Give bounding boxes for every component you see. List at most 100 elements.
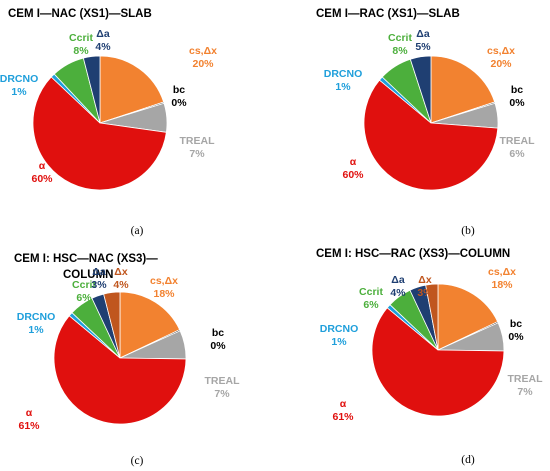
slice-label-DRCNO: DRCNO 1% xyxy=(17,311,56,336)
slice-name: Ccrit xyxy=(388,32,412,44)
slice-name: cs,Δx xyxy=(488,266,516,278)
slice-name: Δa xyxy=(416,28,430,40)
slice-name: cs,Δx xyxy=(189,45,217,57)
slice-name: DRCNO xyxy=(324,68,363,80)
slice-label-TREAL: TREAL 7% xyxy=(180,135,216,160)
slice-percent: 7% xyxy=(189,148,205,160)
slice-percent: 7% xyxy=(517,386,533,398)
slice-label-cs_dx: cs,Δx 18% xyxy=(488,266,516,291)
slice-name: Δx xyxy=(114,266,128,278)
pie-slice-delta_x xyxy=(103,291,121,359)
slice-label-bc: bc 0% xyxy=(509,84,525,109)
slice-label-bc: bc 0% xyxy=(210,327,226,352)
slice-percent: 3% xyxy=(91,279,107,291)
pie-slice-cs_dx xyxy=(119,291,181,359)
slice-percent: 6% xyxy=(509,148,525,160)
slice-name: bc xyxy=(173,84,185,96)
slice-percent: 4% xyxy=(113,279,129,291)
slice-name: Δa xyxy=(391,274,405,286)
slice-name: α xyxy=(26,407,33,419)
slice-label-Ccrit: Ccrit 8% xyxy=(69,32,93,57)
slice-name: α xyxy=(350,156,357,168)
slice-name: Δa xyxy=(96,28,110,40)
slice-percent: 18% xyxy=(491,279,513,291)
slice-label-Ccrit: Ccrit 6% xyxy=(72,279,96,304)
slice-percent: 4% xyxy=(95,41,111,53)
pie-slice-alpha xyxy=(32,76,167,191)
panel-caption: (a) xyxy=(131,225,144,237)
slice-percent: 0% xyxy=(210,340,226,352)
slice-name: DRCNO xyxy=(0,73,38,85)
slice-percent: 3% xyxy=(417,287,433,299)
pie-slice-alpha xyxy=(371,307,505,417)
slice-name: α xyxy=(39,160,46,172)
slice-label-delta_a: Δa 5% xyxy=(415,28,431,53)
pie-slice-delta_a xyxy=(82,55,101,124)
slice-label-delta_a: Δa 3% xyxy=(91,266,107,291)
slice-label-delta_a: Δa 4% xyxy=(95,28,111,53)
slice-label-TREAL: TREAL 6% xyxy=(500,135,536,160)
slice-label-bc: bc 0% xyxy=(508,318,524,343)
pie-slice-alpha xyxy=(53,315,187,425)
slice-percent: 0% xyxy=(171,97,187,109)
slice-label-DRCNO: DRCNO 1% xyxy=(324,68,363,93)
chart-title-line2: COLUMN xyxy=(63,269,113,281)
slice-label-alpha: α 61% xyxy=(332,398,354,423)
chart-title: CEM I—NAC (XS1)—SLAB xyxy=(8,8,152,20)
slice-name: TREAL xyxy=(180,135,216,147)
slice-name: DRCNO xyxy=(17,311,56,323)
chart-title: CEM I: HSC—RAC (XS3)—COLUMN xyxy=(316,248,510,260)
slice-label-alpha: α 60% xyxy=(342,156,364,181)
slice-label-delta_x: Δx 3% xyxy=(417,274,433,299)
slice-name: Ccrit xyxy=(359,286,383,298)
slice-percent: 61% xyxy=(332,411,354,423)
slice-label-Ccrit: Ccrit 6% xyxy=(359,286,383,311)
pie-slice-cs_dx xyxy=(99,55,165,124)
slice-name: Ccrit xyxy=(69,32,93,44)
slice-name: Δx xyxy=(418,274,432,286)
pie-slice-alpha xyxy=(363,79,499,191)
pie-panel-b: CEM I—RAC (XS1)—SLAB cs,Δx 20% bc 0% TREAL 6% α… xyxy=(316,8,535,237)
slice-name: bc xyxy=(212,327,224,339)
slice-percent: 20% xyxy=(192,58,214,70)
slice-percent: 20% xyxy=(490,58,512,70)
chart-title: CEM I: HSC—NAC (XS3)— xyxy=(14,253,158,265)
slice-label-TREAL: TREAL 7% xyxy=(508,373,544,398)
slice-label-bc: bc 0% xyxy=(171,84,187,109)
pie-slice-delta_a xyxy=(409,55,432,124)
slice-label-cs_dx: cs,Δx 20% xyxy=(189,45,217,70)
pie-panel-d: CEM I: HSC—RAC (XS3)—COLUMN cs,Δx 18% bc 0% T… xyxy=(316,248,543,466)
slice-percent: 1% xyxy=(28,324,44,336)
slice-percent: 60% xyxy=(342,169,364,181)
slice-name: TREAL xyxy=(205,375,241,387)
pie-slice-cs_dx xyxy=(437,283,499,351)
slice-name: TREAL xyxy=(500,135,536,147)
slice-name: DRCNO xyxy=(320,323,359,335)
slice-label-delta_a: Δa 4% xyxy=(390,274,406,299)
slice-label-TREAL: TREAL 7% xyxy=(205,375,241,400)
slice-label-DRCNO: DRCNO 1% xyxy=(0,73,38,98)
slice-label-cs_dx: cs,Δx 18% xyxy=(150,275,178,300)
slice-name: Δa xyxy=(92,266,106,278)
slice-name: α xyxy=(340,398,347,410)
chart-title: CEM I—RAC (XS1)—SLAB xyxy=(316,8,460,20)
slice-name: cs,Δx xyxy=(487,45,515,57)
pie-panel-c: CEM I: HSC—NAC (XS3)— COLUMN cs,Δx 18% bc 0% T… xyxy=(14,253,240,467)
slice-name: Ccrit xyxy=(72,279,96,291)
slice-percent: 1% xyxy=(331,336,347,348)
slice-percent: 6% xyxy=(363,299,379,311)
panel-caption: (b) xyxy=(461,225,475,237)
slice-percent: 1% xyxy=(11,86,27,98)
slice-percent: 4% xyxy=(390,287,406,299)
slice-label-alpha: α 61% xyxy=(18,407,40,432)
slice-percent: 1% xyxy=(335,81,351,93)
panel-caption: (c) xyxy=(131,455,144,467)
pie-slice-cs_dx xyxy=(430,55,496,124)
slice-label-delta_x: Δx 4% xyxy=(113,266,129,291)
slice-label-DRCNO: DRCNO 1% xyxy=(320,323,359,348)
slice-percent: 7% xyxy=(214,388,230,400)
slice-percent: 8% xyxy=(392,45,408,57)
slice-name: TREAL xyxy=(508,373,544,385)
slice-percent: 61% xyxy=(18,420,40,432)
